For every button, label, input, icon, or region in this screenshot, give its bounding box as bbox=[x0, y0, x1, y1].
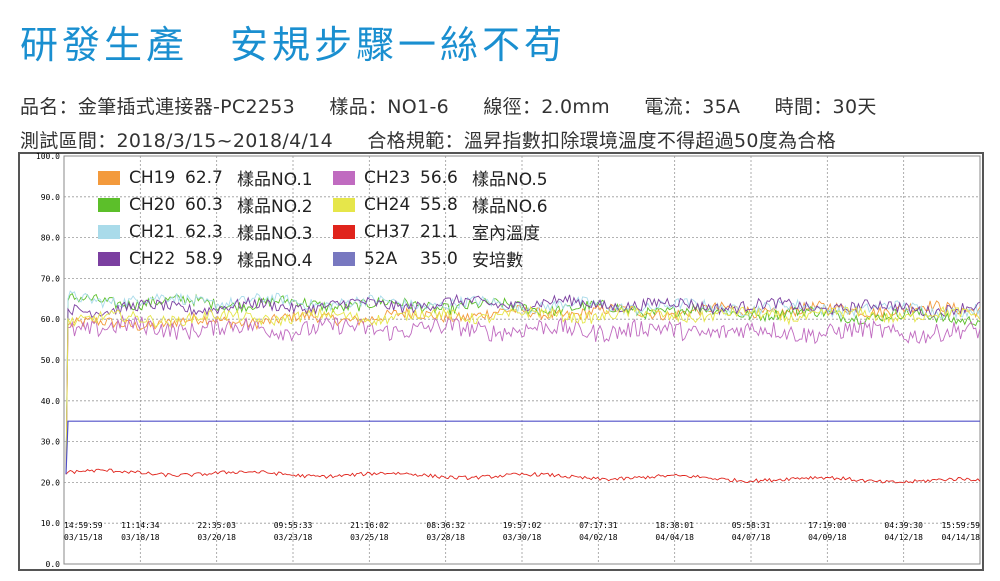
legend-item-ch24: CH24 55.8 樣品NO.6 bbox=[333, 192, 548, 217]
legend-swatch bbox=[333, 170, 355, 185]
y-tick-label: 30.0 bbox=[41, 438, 60, 447]
x-tick-date: 03/28/18 bbox=[426, 533, 465, 542]
legend-label: 樣品NO.4 bbox=[237, 251, 313, 271]
legend-label: 樣品NO.3 bbox=[237, 224, 313, 244]
legend-label: 樣品NO.2 bbox=[237, 197, 313, 217]
x-tick-date: 03/30/18 bbox=[503, 533, 542, 542]
y-tick-label: 0.0 bbox=[46, 560, 61, 569]
x-tick-time: 22:35:03 bbox=[197, 521, 236, 530]
legend-label: 室內溫度 bbox=[472, 224, 540, 244]
pass-criteria: 合格規範：溫昇指數扣除環境溫度不得超過50度為合格 bbox=[367, 130, 836, 152]
legend-label: 安培數 bbox=[472, 251, 523, 271]
series-line-ch24 bbox=[65, 305, 981, 475]
legend-channel: CH21 bbox=[129, 221, 176, 242]
y-tick-label: 70.0 bbox=[41, 274, 60, 283]
y-tick-label: 50.0 bbox=[41, 356, 60, 365]
spec-line-2: 測試區間：2018/3/15~2018/4/14 合格規範：溫昇指數扣除環境溫度… bbox=[20, 126, 864, 153]
x-tick-time: 15:59:59 bbox=[941, 521, 980, 530]
test-period: 測試區間：2018/3/15~2018/4/14 bbox=[20, 130, 333, 152]
legend-value: 21.1 bbox=[420, 221, 458, 242]
x-tick-time: 07:17:31 bbox=[579, 521, 618, 530]
product-name: 品名：金筆插式連接器-PC2253 bbox=[20, 96, 296, 118]
legend-swatch bbox=[98, 251, 120, 266]
legend-swatch bbox=[98, 170, 120, 185]
x-tick-date: 04/07/18 bbox=[732, 533, 771, 542]
legend-channel: CH20 bbox=[129, 194, 176, 215]
x-tick-date: 04/04/18 bbox=[655, 533, 694, 542]
legend-channel: CH37 bbox=[364, 221, 411, 242]
series-line-ch23 bbox=[65, 314, 981, 475]
y-tick-label: 40.0 bbox=[41, 397, 60, 406]
legend-channel: 52A bbox=[364, 248, 398, 269]
x-tick-time: 19:57:02 bbox=[503, 521, 542, 530]
x-tick-time: 14:59:59 bbox=[64, 521, 103, 530]
legend-channel: CH19 bbox=[129, 167, 176, 188]
legend-swatch bbox=[333, 197, 355, 212]
legend-value: 56.6 bbox=[420, 167, 458, 188]
legend-swatch bbox=[98, 224, 120, 239]
x-tick-date: 03/15/18 bbox=[64, 533, 103, 542]
legend-item-ch20: CH20 60.3 樣品NO.2 bbox=[98, 192, 313, 217]
legend-item-ch37: CH37 21.1 室內溫度 bbox=[333, 219, 540, 244]
y-tick-label: 20.0 bbox=[41, 478, 60, 487]
x-tick-time: 05:58:31 bbox=[732, 521, 771, 530]
x-tick-time: 21:16:02 bbox=[350, 521, 389, 530]
legend-value: 35.0 bbox=[420, 248, 458, 269]
legend-swatch bbox=[333, 251, 355, 266]
spec-line-1: 品名：金筆插式連接器-PC2253 樣品：NO1-6 線徑：2.0mm 電流：3… bbox=[20, 92, 905, 119]
x-tick-date: 03/18/18 bbox=[121, 533, 160, 542]
legend-item-ch22: CH22 58.9 樣品NO.4 bbox=[98, 246, 313, 271]
x-tick-time: 09:55:33 bbox=[274, 521, 313, 530]
sample-info: 樣品：NO1-6 bbox=[329, 96, 449, 118]
x-tick-date: 03/20/18 bbox=[197, 533, 236, 542]
legend-value: 55.8 bbox=[420, 194, 458, 215]
y-tick-label: 80.0 bbox=[41, 234, 60, 243]
x-tick-date: 04/09/18 bbox=[808, 533, 847, 542]
legend-item-ch21: CH21 62.3 樣品NO.3 bbox=[98, 219, 313, 244]
x-tick-date: 03/23/18 bbox=[274, 533, 313, 542]
legend-value: 62.7 bbox=[185, 167, 223, 188]
x-tick-date: 04/12/18 bbox=[884, 533, 923, 542]
y-tick-label: 100.0 bbox=[36, 152, 60, 161]
legend-channel: CH24 bbox=[364, 194, 411, 215]
x-tick-time: 18:38:01 bbox=[655, 521, 694, 530]
duration-info: 時間：30天 bbox=[774, 96, 877, 118]
legend-item-ch19: CH19 62.7 樣品NO.1 bbox=[98, 165, 313, 190]
legend-item-52a: 52A 35.0 安培數 bbox=[333, 246, 523, 271]
y-tick-label: 60.0 bbox=[41, 315, 60, 324]
y-tick-label: 90.0 bbox=[41, 193, 60, 202]
series-line-52a bbox=[65, 420, 980, 475]
series-line-ch21 bbox=[65, 290, 981, 475]
legend-value: 62.3 bbox=[185, 221, 223, 242]
legend-swatch bbox=[98, 197, 120, 212]
x-tick-date: 04/02/18 bbox=[579, 533, 618, 542]
wire-gauge: 線徑：2.0mm bbox=[483, 96, 610, 118]
legend-channel: CH22 bbox=[129, 248, 176, 269]
legend-value: 60.3 bbox=[185, 194, 223, 215]
legend-channel: CH23 bbox=[364, 167, 411, 188]
x-tick-time: 04:39:30 bbox=[884, 521, 923, 530]
legend-label: 樣品NO.6 bbox=[472, 197, 548, 217]
legend-label: 樣品NO.1 bbox=[237, 170, 313, 190]
x-tick-date: 04/14/18 bbox=[941, 533, 980, 542]
chart-frame bbox=[18, 152, 984, 571]
legend-label: 樣品NO.5 bbox=[472, 170, 548, 190]
y-tick-label: 10.0 bbox=[41, 519, 60, 528]
legend-item-ch23: CH23 56.6 樣品NO.5 bbox=[333, 165, 548, 190]
x-tick-date: 03/25/18 bbox=[350, 533, 389, 542]
x-tick-time: 11:14:34 bbox=[121, 521, 160, 530]
current-info: 電流：35A bbox=[644, 96, 741, 118]
legend-value: 58.9 bbox=[185, 248, 223, 269]
legend-swatch bbox=[333, 224, 355, 239]
series-line-ch37 bbox=[65, 468, 981, 484]
x-tick-time: 08:36:32 bbox=[426, 521, 465, 530]
x-tick-time: 17:19:00 bbox=[808, 521, 847, 530]
page-title: 研發生產 安規步驟一絲不苟 bbox=[20, 23, 567, 67]
